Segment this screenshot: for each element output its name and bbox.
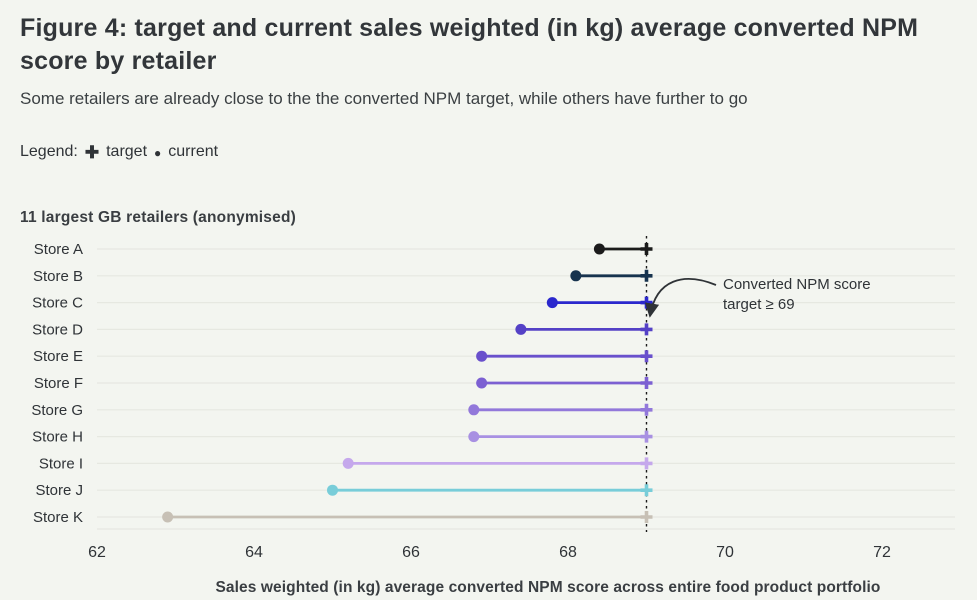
current-dot-icon: ● xyxy=(154,146,162,160)
current-dot xyxy=(546,297,558,309)
target-plus xyxy=(640,377,653,389)
dumbbell-row: Store H xyxy=(32,429,653,446)
store-label: Store J xyxy=(35,482,83,499)
store-label: Store K xyxy=(33,509,83,526)
dumbbell-row: Store B xyxy=(33,268,653,285)
dumbbell-row: Store A xyxy=(34,241,653,258)
current-dot xyxy=(476,377,488,389)
annotation-arrow xyxy=(644,278,717,318)
target-plus xyxy=(640,457,653,470)
x-tick-label: 64 xyxy=(245,544,263,561)
target-plus xyxy=(640,350,653,363)
store-label: Store A xyxy=(34,241,83,258)
dumbbell-row: Store G xyxy=(31,402,653,419)
current-dot xyxy=(570,270,582,282)
x-tick-label: 72 xyxy=(873,544,891,561)
annotation-line2: target ≥ 69 xyxy=(723,296,795,313)
figure-title: Figure 4: target and current sales weigh… xyxy=(20,14,919,75)
current-dot xyxy=(468,404,480,416)
legend: Legend: ✚ target ● current xyxy=(20,143,218,161)
legend-target-label: target xyxy=(106,143,148,160)
store-label: Store F xyxy=(34,375,83,392)
x-tick-label: 70 xyxy=(716,544,734,561)
chart-svg: 11 largest GB retailers (anonymised) Stor… xyxy=(20,209,955,596)
dumbbell-row: Store E xyxy=(33,348,653,365)
current-dot xyxy=(515,323,527,335)
target-plus-icon: ✚ xyxy=(84,142,100,162)
current-dot xyxy=(342,457,354,469)
annotation-line1: Converted NPM score xyxy=(723,276,871,293)
current-dot xyxy=(476,350,488,362)
store-label: Store I xyxy=(39,455,83,472)
dumbbell-row: Store D xyxy=(32,321,653,338)
x-axis-title: Sales weighted (in kg) average converted… xyxy=(215,579,880,596)
x-tick-label: 62 xyxy=(88,544,106,561)
store-label: Store C xyxy=(32,295,83,312)
target-plus xyxy=(640,511,653,523)
x-tick-label: 66 xyxy=(402,544,420,561)
target-plus xyxy=(640,323,653,336)
target-plus xyxy=(640,403,653,416)
dumbbell-row: Store F xyxy=(34,375,653,392)
store-label: Store H xyxy=(32,429,83,446)
dumbbell-row: Store I xyxy=(39,455,653,472)
current-dot xyxy=(468,431,480,443)
current-dot xyxy=(162,511,174,523)
legend-current-label: current xyxy=(168,143,219,160)
legend-prefix: Legend: xyxy=(20,143,78,160)
current-dot xyxy=(327,484,338,496)
current-dot xyxy=(593,243,605,255)
dumbbell-row: Store J xyxy=(35,482,653,499)
x-tick-label: 68 xyxy=(559,544,577,561)
chart-area: 11 largest GB retailers (anonymised) Stor… xyxy=(0,195,977,600)
store-label: Store G xyxy=(31,402,83,419)
figure-subtitle: Some retailers are already close to the … xyxy=(20,89,748,108)
target-plus xyxy=(640,296,653,309)
target-plus xyxy=(640,484,653,497)
store-label: Store E xyxy=(33,348,83,365)
target-plus xyxy=(640,430,653,443)
y-axis-title: 11 largest GB retailers (anonymised) xyxy=(20,209,296,226)
store-label: Store D xyxy=(32,321,83,338)
target-plus xyxy=(640,243,653,255)
dumbbell-row: Store K xyxy=(33,509,653,526)
target-plus xyxy=(640,269,653,282)
store-label: Store B xyxy=(33,268,83,285)
